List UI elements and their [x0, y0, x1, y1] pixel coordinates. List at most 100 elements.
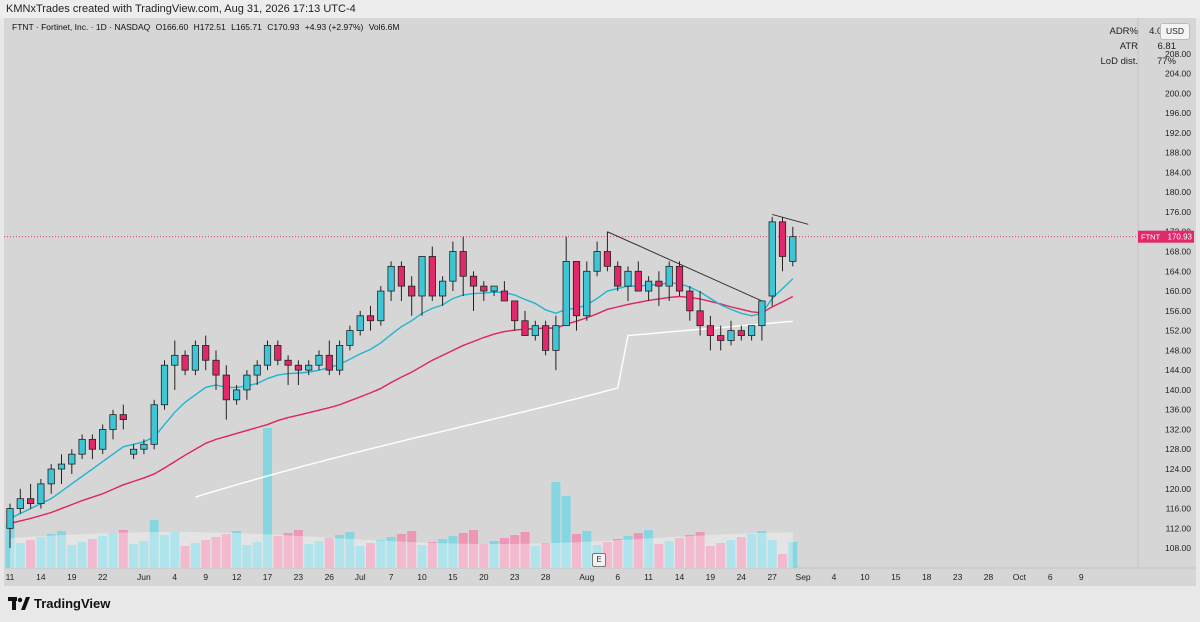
volume-bar — [252, 542, 262, 568]
volume-bar — [118, 530, 128, 568]
volume-bar — [582, 531, 592, 568]
candle — [778, 216, 787, 272]
volume-bar — [644, 530, 654, 568]
candle — [562, 236, 570, 327]
candle-body — [294, 364, 303, 371]
volume-bar — [77, 542, 87, 568]
x-tick-label: 28 — [984, 572, 994, 582]
candle-body — [572, 260, 581, 317]
candle — [459, 236, 467, 296]
candle-body — [356, 315, 364, 332]
candle-body — [603, 251, 612, 267]
volume-bar — [190, 543, 200, 568]
candle — [655, 271, 663, 306]
trendline-1 — [607, 231, 763, 302]
candle — [727, 320, 735, 346]
volume-bar — [417, 545, 427, 568]
candle-body — [593, 251, 601, 272]
candle — [232, 384, 241, 405]
candle-body — [99, 429, 107, 450]
candle — [583, 261, 591, 321]
stat-label: ADR% — [1109, 26, 1138, 37]
candle-body — [768, 221, 776, 297]
volume-bar — [479, 544, 489, 568]
legend-high: H172.51 — [193, 22, 226, 32]
candle-body — [305, 364, 313, 371]
legend-volume: Vol6.6M — [368, 22, 400, 32]
candle — [335, 340, 344, 376]
candle-body — [150, 404, 158, 445]
candle-body — [284, 359, 292, 366]
stat-label: LoD dist. — [1100, 56, 1139, 67]
x-tick-label: 17 — [263, 572, 273, 582]
volume-bar — [324, 538, 334, 568]
volume-bar — [149, 520, 159, 568]
candle-body — [675, 265, 684, 292]
volume-bar — [726, 540, 736, 568]
x-tick-label: Aug — [579, 572, 594, 582]
candle-body — [789, 236, 797, 262]
y-tick-label: 140.00 — [1165, 385, 1191, 395]
currency-button[interactable]: USD — [1160, 23, 1190, 40]
candle — [88, 434, 96, 460]
candle-body — [696, 310, 704, 327]
candle — [768, 216, 776, 306]
volume-bar — [675, 538, 684, 568]
volume-bar — [108, 533, 118, 568]
y-tick-label: 148.00 — [1165, 345, 1191, 355]
volume-bar — [520, 532, 530, 568]
candle-body — [397, 265, 406, 287]
volume-bar — [407, 531, 417, 568]
price-chart[interactable]: 108.00 112.00 116.00 120.00 124.00 128.00 132.… — [4, 18, 1196, 586]
candle-body — [140, 443, 148, 450]
candle — [706, 315, 715, 351]
x-tick-label: 23 — [294, 572, 304, 582]
x-tick-label: 18 — [922, 572, 932, 582]
x-tick-label: 10 — [860, 572, 870, 582]
volume-bar — [36, 537, 46, 568]
candle-body — [542, 325, 550, 351]
candle — [305, 360, 313, 376]
chart-panel[interactable]: 108.00 112.00 116.00 120.00 124.00 128.00 132.… — [4, 18, 1196, 586]
x-tick-label: 12 — [232, 572, 242, 582]
candle — [325, 340, 333, 376]
candle — [140, 439, 148, 455]
x-tick-label: 9 — [1079, 572, 1084, 582]
volume-bar — [510, 535, 520, 568]
candle-body — [160, 364, 169, 406]
x-tick-label: 15 — [448, 572, 458, 582]
x-tick-label: 6 — [615, 572, 620, 582]
candle-body — [500, 290, 509, 302]
candle — [294, 360, 303, 385]
candle — [748, 325, 756, 341]
volume-bar — [160, 535, 169, 568]
y-tick-label: 176.00 — [1165, 207, 1191, 217]
volume-bar — [396, 534, 406, 568]
candle-body — [130, 448, 138, 455]
candle — [603, 231, 612, 272]
volume-bar — [26, 540, 36, 568]
candle — [274, 340, 282, 366]
volume-bar — [129, 544, 139, 568]
symbol-legend: FTNT · Fortinet, Inc. · 1D · NASDAQ O166… — [12, 22, 402, 32]
candle-body — [335, 345, 344, 371]
candle-body — [758, 300, 766, 327]
x-tick-label: 4 — [832, 572, 837, 582]
earnings-marker[interactable]: E — [592, 553, 606, 567]
candle-body — [624, 270, 632, 287]
candle-body — [418, 256, 426, 297]
candle — [356, 310, 364, 336]
tradingview-logo[interactable]: TradingView — [8, 596, 110, 611]
volume-bar — [613, 539, 623, 568]
candle — [387, 261, 395, 301]
candle — [47, 464, 55, 494]
candle — [696, 291, 704, 336]
candle-body — [16, 498, 24, 509]
candle-body — [408, 285, 416, 297]
candle — [645, 276, 653, 301]
candle — [675, 261, 684, 296]
ema10-line — [9, 278, 794, 520]
candle-body — [109, 414, 117, 430]
candle — [202, 335, 210, 371]
volume-bar — [355, 546, 365, 568]
